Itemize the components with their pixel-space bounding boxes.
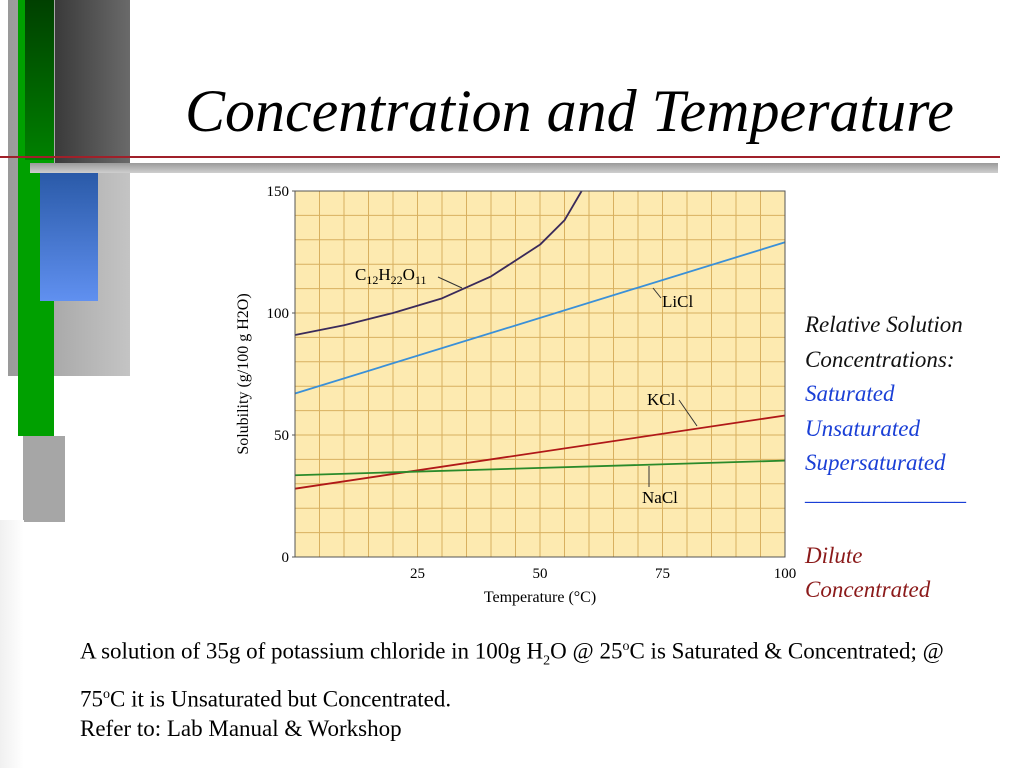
title-rule-gray [30, 163, 998, 173]
y-axis-label: Solubility (g/100 g H2O) [235, 293, 252, 454]
title-rule-red [0, 156, 1000, 158]
relative-concentrations-list: Relative Solution Concentrations: Satura… [805, 308, 966, 608]
series-line-licl [294, 241, 786, 395]
footnote-part2: O @ 25 [550, 638, 623, 664]
x-tick-label: 50 [533, 566, 548, 582]
leader-sucrose [437, 276, 463, 289]
footnote-sup-o2: o [103, 687, 110, 703]
line-blank [805, 505, 966, 539]
x-tick-label: 25 [410, 566, 425, 582]
slide-title: Concentration and Temperature [185, 78, 954, 144]
tick-labels: 0 50 100 150 25 50 75 100 [267, 184, 797, 582]
label-sucrose-22: 22 [391, 273, 403, 287]
footnote-text: A solution of 35g of potassium chloride … [80, 630, 990, 717]
label-sucrose-c: C [355, 265, 366, 284]
line-separator: ______________ [805, 479, 966, 505]
label-sucrose-11: 11 [415, 273, 427, 287]
line-unsaturated: Unsaturated [805, 415, 920, 441]
blue-bar [40, 173, 98, 301]
label-kcl: KCl [647, 390, 676, 409]
footnote-part1: A solution of 35g of potassium chloride … [80, 638, 544, 664]
y-tick-label: 150 [267, 184, 290, 200]
label-sucrose-o: O [403, 265, 415, 284]
refer-text: Refer to: Lab Manual & Workshop [80, 716, 402, 741]
series-line-kcl [294, 414, 786, 490]
x-axis-label: Temperature (°C) [484, 589, 596, 606]
line-concentrations: Concentrations: [805, 346, 955, 372]
line-supersaturated: Supersaturated [805, 450, 946, 475]
footnote-sub2: 2 [543, 653, 551, 669]
line-dilute: Dilute [805, 542, 863, 568]
footnote-part4: C it is Unsaturated but Concentrated. [110, 686, 452, 712]
series-line-c12h22o11 [294, 190, 583, 336]
dark-gray-bar [55, 0, 130, 172]
y-tick-label: 0 [282, 550, 290, 566]
series-line-nacl [294, 459, 786, 477]
grid [295, 191, 785, 557]
label-sucrose: C12H22O11 [355, 265, 426, 287]
gray-bar-bottom [23, 436, 65, 522]
dark-green-bar [25, 0, 54, 160]
footnote-sup-o1: o [622, 639, 630, 654]
footnote-part3: C is Saturated & Concentrated; @ 75 [80, 638, 944, 712]
leader-kcl [678, 399, 698, 427]
solubility-chart: 0 50 100 150 25 50 75 100 Temperature (°C) Solu… [235, 184, 797, 606]
line-relative-solution: Relative Solution [805, 312, 963, 337]
y-tick-label: 50 [274, 428, 289, 444]
label-nacl: NaCl [642, 488, 678, 507]
leader-licl [652, 287, 662, 299]
line-concentrated: Concentrated [805, 577, 931, 602]
x-tick-label: 100 [774, 566, 797, 582]
x-tick-label: 75 [655, 566, 670, 582]
y-tick-label: 100 [267, 306, 290, 322]
label-licl: LiCl [662, 292, 693, 311]
plot-frame [294, 190, 786, 558]
series-group [294, 190, 786, 490]
label-sucrose-12: 12 [366, 273, 378, 287]
thin-gray-bar [0, 520, 24, 768]
label-sucrose-h: H [378, 265, 390, 284]
line-saturated: Saturated [805, 381, 895, 406]
